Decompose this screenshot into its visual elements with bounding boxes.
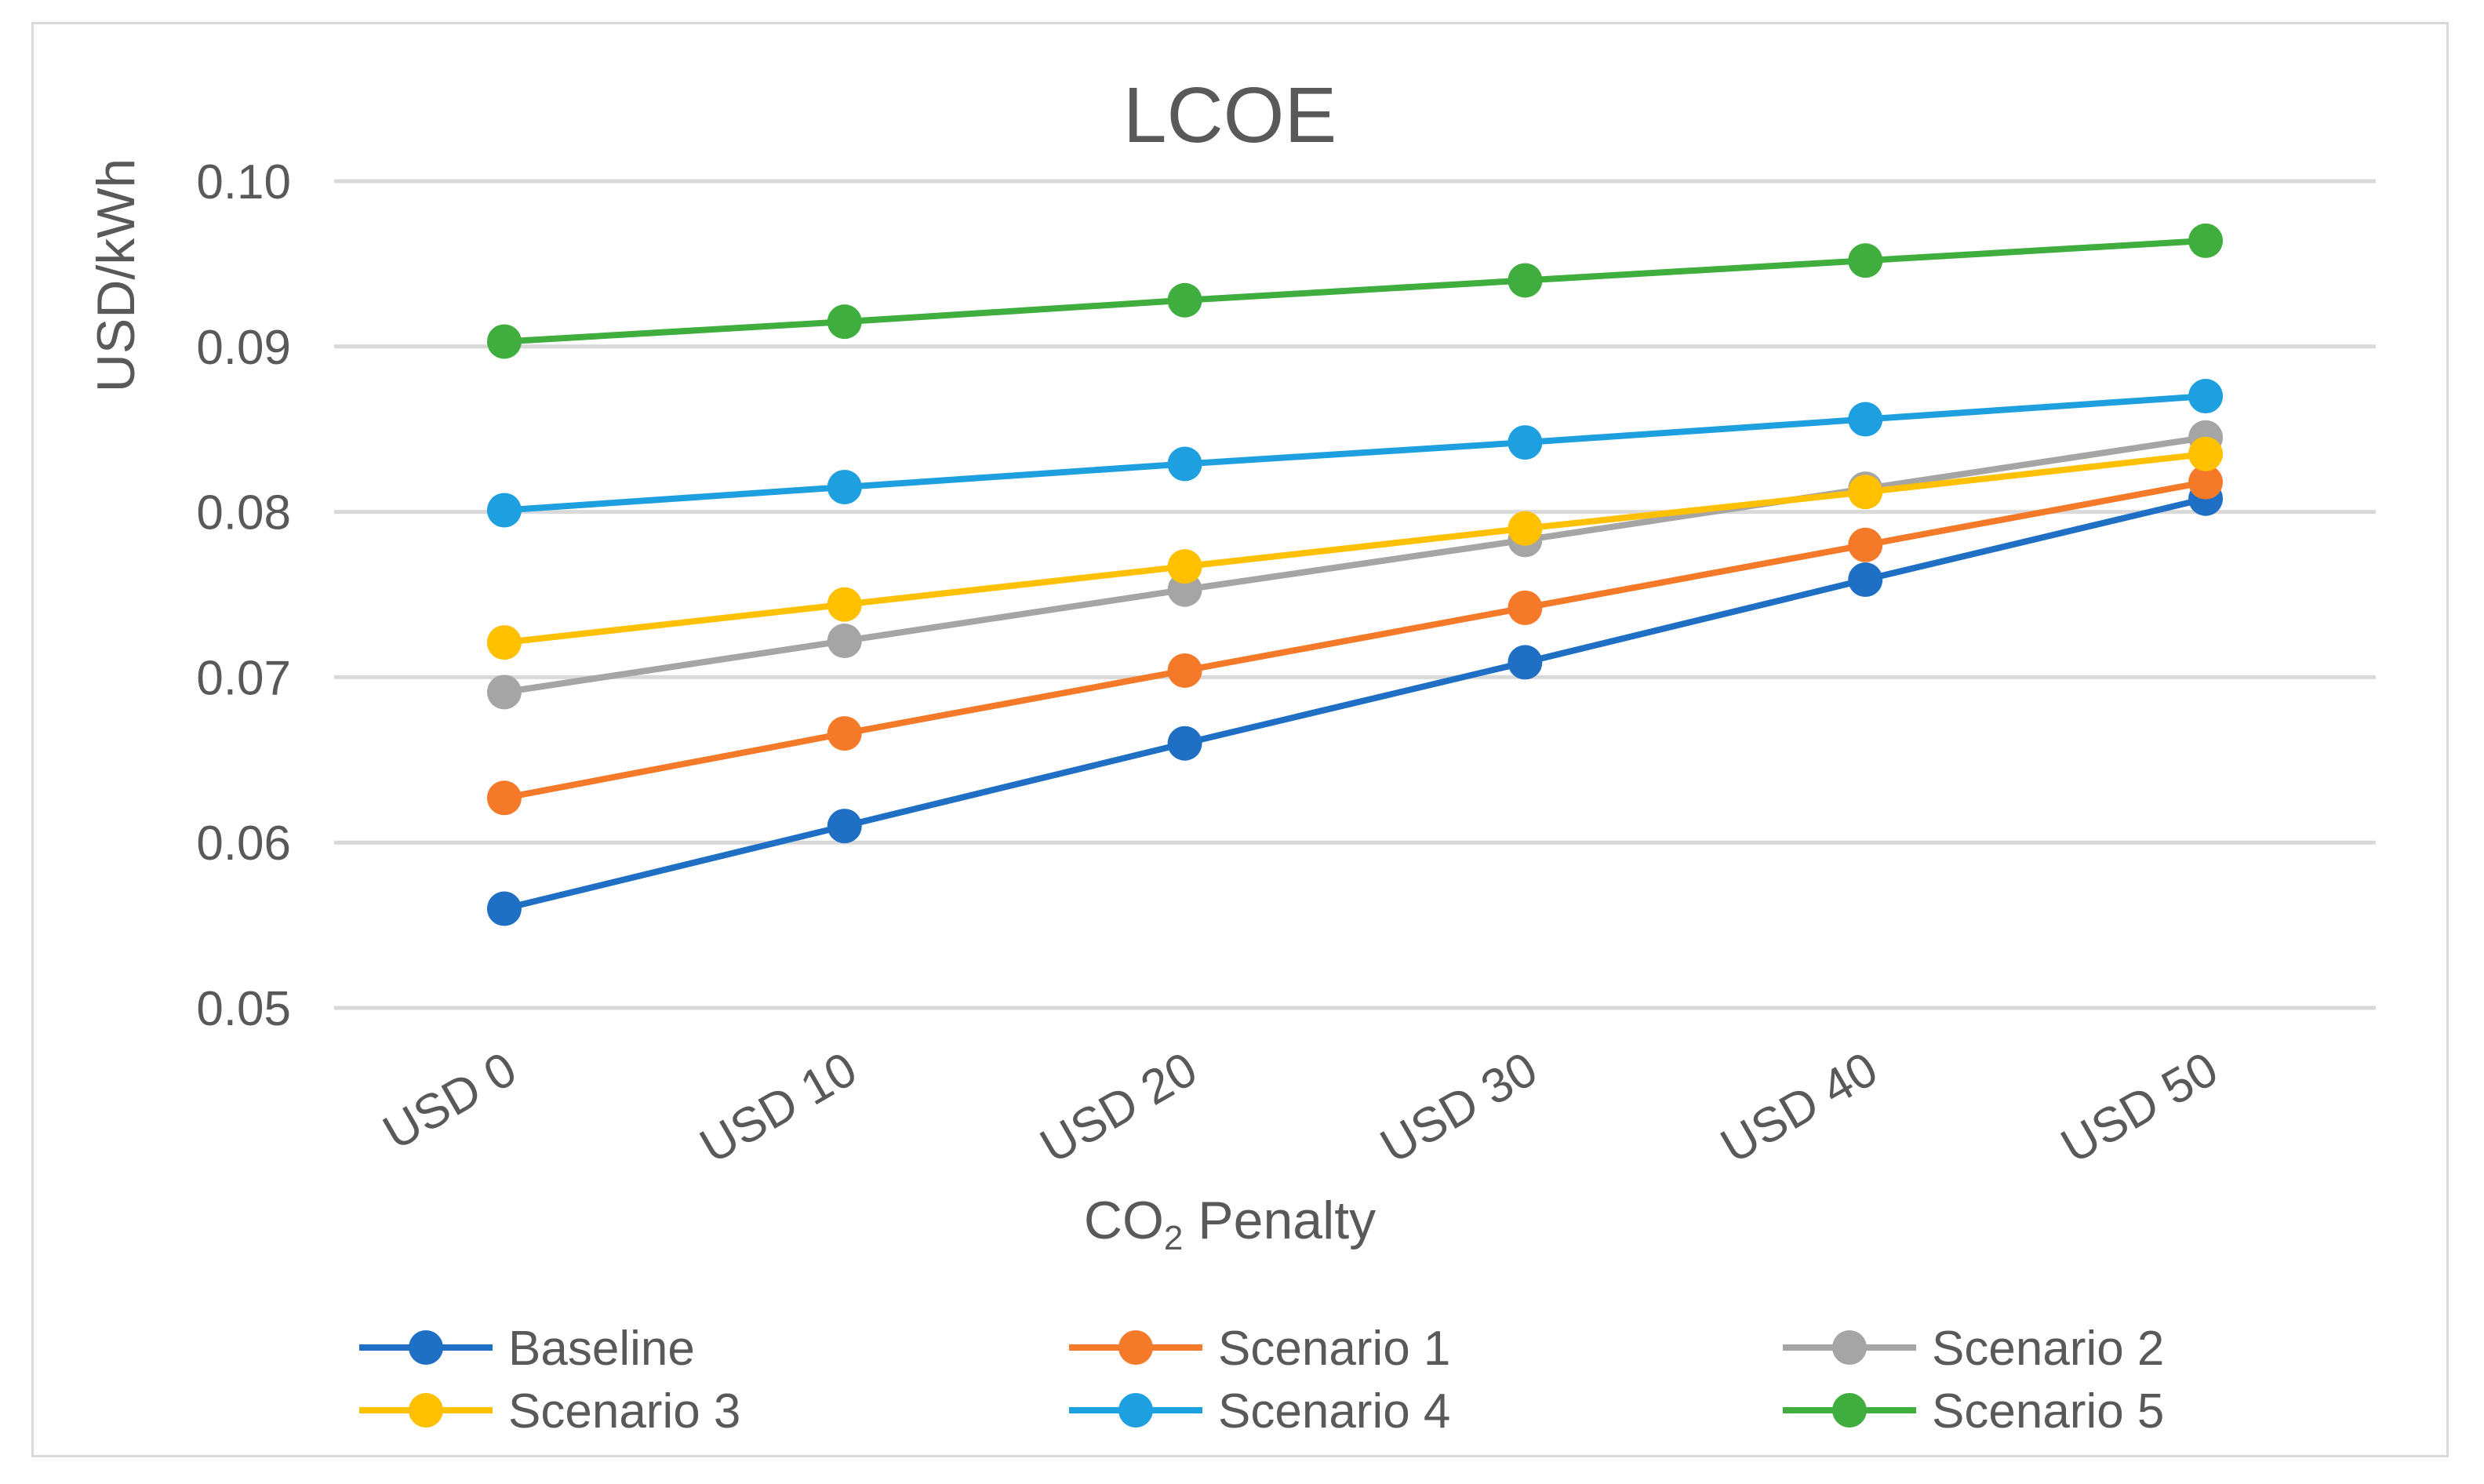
data-point-baseline [827,809,862,844]
y-axis-ticks: 0.05 0.06 0.07 0.08 0.09 0.10 [196,155,291,1036]
series-markers [486,223,2224,926]
data-point-scenario-5 [486,324,522,359]
x-tick-label: USD 30 [1372,1042,1547,1173]
data-point-scenario-4 [827,469,862,504]
data-point-scenario-1 [1848,527,1883,562]
series-line-scenario-3 [500,450,2209,646]
legend-item: Scenario 3 [359,1384,740,1439]
data-point-scenario-1 [2188,464,2224,500]
data-point-baseline [1848,562,1883,598]
chart-area: LCOE USD/kWh 0.05 0.06 0.07 0.08 0.09 0.10 US… [31,22,2449,1457]
y-tick-label: 0.09 [196,321,291,375]
data-point-scenario-5 [2188,223,2224,258]
data-point-scenario-2 [486,675,522,710]
legend-marker [1118,1393,1153,1428]
legend-label: Scenario 3 [508,1384,740,1439]
data-point-scenario-5 [1167,282,1202,318]
legend: Baseline Scenario 1 Scenario 2 Scenario 3 Sc… [359,1322,2164,1439]
legend-item: Scenario 4 [1069,1384,1450,1439]
legend-item: Scenario 5 [1783,1384,2164,1439]
data-point-scenario-3 [486,625,522,660]
series-line-scenario-1 [500,478,2209,802]
legend-item: Baseline [359,1322,695,1376]
data-point-baseline [1507,645,1543,680]
legend-marker [1832,1393,1867,1428]
data-point-scenario-1 [1167,653,1202,688]
x-axis-ticks: USD 0 USD 10 USD 20 USD 30 USD 40 USD 50 [374,1042,2227,1173]
y-tick-label: 0.10 [196,155,291,209]
gridlines [334,179,2376,1010]
series-lines [500,237,2209,912]
data-point-scenario-1 [486,780,522,816]
chart-title: LCOE [1123,71,1337,159]
series-line-scenario-2 [500,434,2209,696]
y-tick-label: 0.07 [196,651,291,705]
x-tick-label: USD 10 [691,1042,866,1173]
y-tick-label: 0.08 [196,486,291,540]
legend-label: Scenario 5 [1932,1384,2164,1439]
x-tick-label: USD 40 [1712,1042,1887,1173]
legend-marker [1832,1330,1867,1365]
x-axis-title-subscript: 2 [1164,1219,1183,1257]
legend-item: Scenario 2 [1783,1322,2164,1376]
legend-marker [1118,1330,1153,1365]
data-point-scenario-4 [1848,402,1883,437]
y-tick-label: 0.05 [196,982,291,1036]
y-tick-label: 0.06 [196,817,291,871]
data-point-scenario-4 [486,493,522,528]
x-axis-title: CO2 Penalty [1084,1191,1376,1257]
data-point-scenario-2 [827,624,862,659]
legend-marker [409,1330,443,1365]
series-line-scenario-4 [500,393,2209,514]
y-axis-title: USD/kWh [86,158,146,392]
legend-item: Scenario 1 [1069,1322,1450,1376]
x-tick-label: USD 20 [1031,1042,1206,1173]
legend-label: Scenario 1 [1218,1322,1450,1376]
data-point-scenario-1 [827,716,862,751]
series-line-scenario-5 [500,237,2209,345]
data-point-baseline [486,891,522,926]
data-point-scenario-4 [2188,379,2224,414]
data-point-scenario-3 [1848,475,1883,510]
legend-label: Baseline [508,1322,695,1376]
data-point-scenario-5 [1507,263,1543,298]
series-line-baseline [500,495,2209,912]
data-point-scenario-3 [2188,436,2224,471]
data-point-scenario-5 [827,304,862,340]
data-point-scenario-3 [1507,511,1543,546]
legend-label: Scenario 4 [1218,1384,1450,1439]
legend-label: Scenario 2 [1932,1322,2164,1376]
x-tick-label: USD 50 [2053,1042,2228,1173]
data-point-baseline [1167,726,1202,761]
line-chart: LCOE USD/kWh 0.05 0.06 0.07 0.08 0.09 0.10 US… [86,71,2376,1439]
data-point-scenario-1 [1507,590,1543,625]
x-tick-label: USD 0 [374,1042,526,1160]
x-axis-title-main: CO [1084,1191,1164,1250]
data-point-scenario-4 [1167,446,1202,482]
data-point-scenario-4 [1507,425,1543,460]
data-point-scenario-3 [827,587,862,622]
x-axis-title-rest: Penalty [1183,1191,1376,1250]
legend-marker [409,1393,443,1428]
data-point-scenario-5 [1848,243,1883,278]
data-point-scenario-3 [1167,549,1202,584]
